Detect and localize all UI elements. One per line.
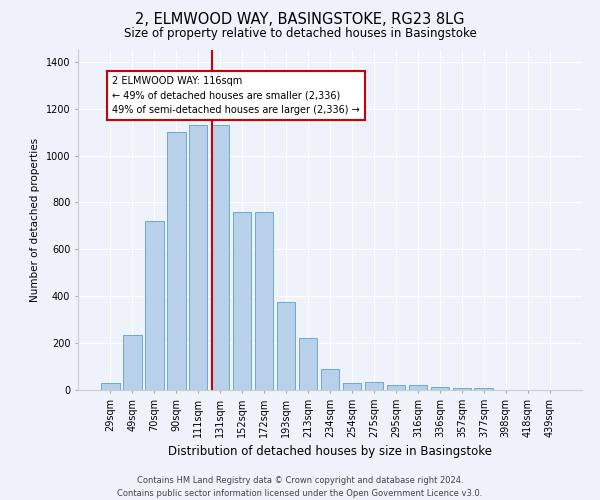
Bar: [255, 212, 274, 390]
Text: Contains HM Land Registry data © Crown copyright and database right 2024.
Contai: Contains HM Land Registry data © Crown c…: [118, 476, 482, 498]
Bar: [365, 382, 383, 390]
X-axis label: Distribution of detached houses by size in Basingstoke: Distribution of detached houses by size …: [168, 446, 492, 458]
Bar: [386, 386, 405, 390]
Bar: [145, 221, 164, 390]
Bar: [320, 369, 340, 390]
Bar: [452, 388, 471, 390]
Bar: [233, 212, 251, 390]
Bar: [299, 338, 317, 390]
Bar: [189, 125, 208, 390]
Bar: [343, 384, 361, 390]
Text: 2, ELMWOOD WAY, BASINGSTOKE, RG23 8LG: 2, ELMWOOD WAY, BASINGSTOKE, RG23 8LG: [135, 12, 465, 28]
Bar: [431, 387, 449, 390]
Bar: [409, 386, 427, 390]
Bar: [101, 384, 119, 390]
Bar: [475, 388, 493, 390]
Text: 2 ELMWOOD WAY: 116sqm
← 49% of detached houses are smaller (2,336)
49% of semi-d: 2 ELMWOOD WAY: 116sqm ← 49% of detached …: [112, 76, 360, 116]
Bar: [211, 125, 229, 390]
Bar: [123, 335, 142, 390]
Bar: [277, 302, 295, 390]
Text: Size of property relative to detached houses in Basingstoke: Size of property relative to detached ho…: [124, 28, 476, 40]
Bar: [167, 132, 185, 390]
Y-axis label: Number of detached properties: Number of detached properties: [30, 138, 40, 302]
